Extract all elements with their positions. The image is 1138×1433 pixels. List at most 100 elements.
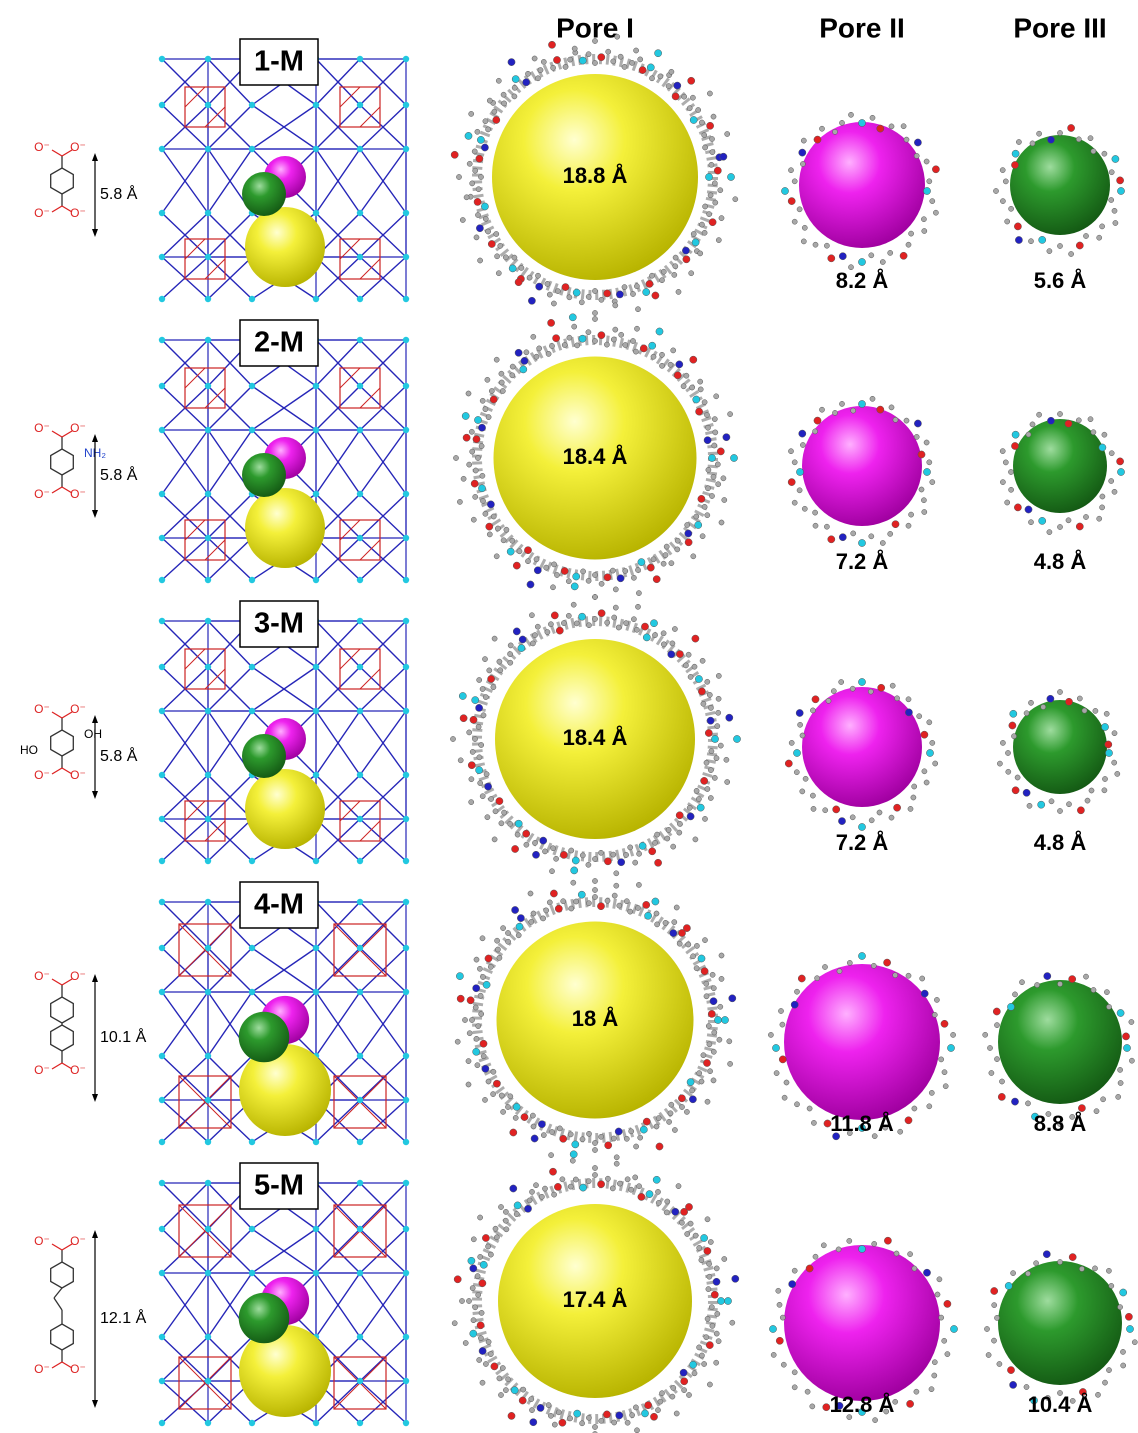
- atom: [1009, 206, 1014, 211]
- atom: [517, 549, 522, 554]
- ligand: O⁻O⁻O⁻O⁻10.1 Å: [34, 969, 146, 1102]
- atom: [693, 396, 700, 403]
- atom: [723, 434, 730, 441]
- atom: [927, 1104, 932, 1109]
- atom: [826, 698, 831, 703]
- atom: [685, 522, 690, 527]
- atom: [697, 804, 704, 811]
- atom: [495, 254, 500, 259]
- atom: [889, 124, 894, 129]
- atom: [1129, 1019, 1134, 1024]
- atom: [513, 562, 520, 569]
- node: [249, 102, 255, 108]
- node: [249, 146, 255, 152]
- atom: [483, 119, 488, 124]
- atom: [473, 494, 478, 499]
- atom: [477, 1357, 482, 1362]
- atom: [480, 794, 485, 799]
- atom: [493, 116, 500, 123]
- atom: [1005, 1282, 1012, 1289]
- atom: [691, 231, 696, 236]
- atom: [612, 615, 617, 620]
- atom: [470, 449, 475, 454]
- atom: [847, 960, 852, 965]
- atom: [470, 1265, 477, 1272]
- atom: [541, 916, 546, 921]
- atom: [472, 697, 479, 704]
- atom: [546, 351, 551, 356]
- atom: [511, 1387, 518, 1394]
- atom: [513, 1103, 520, 1110]
- atom: [717, 1297, 724, 1304]
- atom: [478, 1215, 483, 1220]
- atom: [635, 307, 640, 312]
- node: [357, 1226, 363, 1232]
- node: [357, 618, 363, 624]
- atom: [631, 617, 636, 622]
- atom: [911, 795, 916, 800]
- atom: [579, 300, 584, 305]
- atom: [568, 57, 573, 62]
- atom: [494, 231, 499, 236]
- atom: [929, 1387, 934, 1392]
- atom-label: O⁻: [70, 969, 86, 983]
- arrow-head: [92, 510, 98, 518]
- bond: [185, 87, 205, 107]
- atom: [1112, 760, 1117, 765]
- atom: [705, 1316, 710, 1321]
- atom: [640, 1126, 647, 1133]
- atom: [692, 239, 699, 246]
- node: [403, 1378, 409, 1384]
- atom: [774, 1071, 779, 1076]
- pore-sphere: [784, 964, 940, 1120]
- arrow-head: [92, 1230, 98, 1238]
- node: [357, 1053, 363, 1059]
- atom: [1100, 224, 1105, 229]
- atom: [999, 1079, 1004, 1084]
- node: [403, 1097, 409, 1103]
- ligand: O⁻O⁻O⁻O⁻12.1 Å: [34, 1230, 146, 1408]
- atom: [699, 1258, 704, 1263]
- atom: [1076, 418, 1081, 423]
- atom: [549, 343, 554, 348]
- atom: [1088, 417, 1093, 422]
- atom: [631, 575, 636, 580]
- atom-label: O⁻: [70, 1063, 86, 1077]
- pores: 18.8 Å8.2 Å5.6 Å: [451, 34, 1125, 321]
- atom: [1044, 973, 1051, 980]
- atom: [473, 468, 478, 473]
- node: [313, 1420, 319, 1426]
- atom: [1076, 523, 1083, 530]
- atom: [689, 1096, 696, 1103]
- node: [403, 899, 409, 905]
- atom: [510, 364, 515, 369]
- atom: [478, 993, 483, 998]
- atom: [797, 207, 802, 212]
- atom: [858, 678, 865, 685]
- atom: [553, 335, 560, 342]
- atom: [684, 373, 689, 378]
- node: [313, 858, 319, 864]
- atom: [1043, 1251, 1050, 1258]
- atom: [813, 510, 818, 515]
- atom-label: O⁻: [70, 421, 86, 435]
- atom-label: O⁻: [34, 1234, 50, 1248]
- atom: [496, 798, 503, 805]
- atom: [474, 957, 479, 962]
- atom: [483, 511, 488, 516]
- atom: [530, 1113, 535, 1118]
- atom: [486, 1339, 491, 1344]
- atom: [771, 1352, 776, 1357]
- atom: [599, 1134, 604, 1139]
- atom: [1120, 1349, 1125, 1354]
- atom: [538, 68, 543, 73]
- atom: [638, 57, 643, 62]
- atom: [868, 689, 873, 694]
- ring: [51, 449, 74, 475]
- atom: [895, 696, 900, 701]
- atom: [486, 229, 491, 234]
- atom: [638, 559, 645, 566]
- atom: [1102, 776, 1107, 781]
- atom: [603, 1411, 610, 1418]
- node: [313, 1139, 319, 1145]
